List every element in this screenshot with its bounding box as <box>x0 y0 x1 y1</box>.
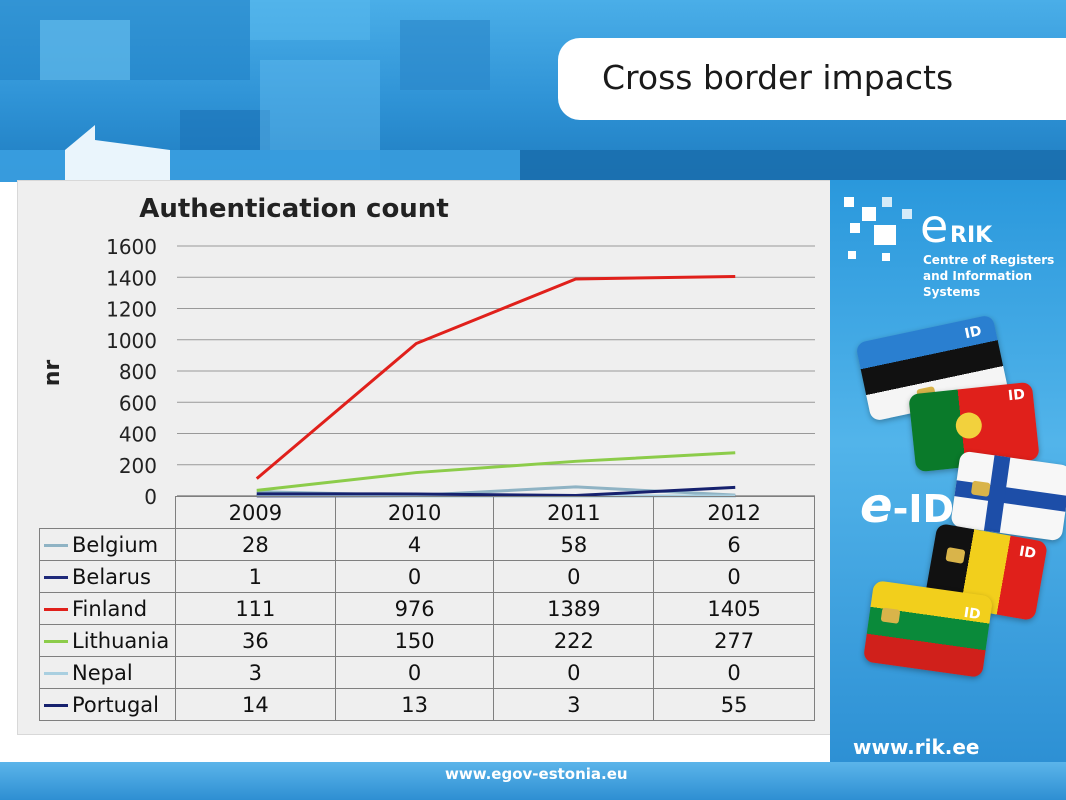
y-axis-label: nr <box>40 360 65 387</box>
table-row: Nepal 3 0 0 0 <box>39 656 815 689</box>
y-tick-label: 1000 <box>106 329 157 353</box>
card-chip-icon <box>880 607 901 624</box>
series-name: Nepal <box>72 660 133 685</box>
x-category-label: 2012 <box>653 496 815 529</box>
logo-e: e <box>920 199 949 253</box>
house-shape <box>65 125 170 182</box>
table-row: Lithuania 36 150 222 277 <box>39 624 815 657</box>
footer-url-link[interactable]: www.egov-estonia.eu <box>445 765 628 783</box>
data-value: 1389 <box>493 592 655 625</box>
card-id-label: ID <box>1017 543 1038 563</box>
card-chip-icon <box>945 546 966 564</box>
card-chip-icon <box>970 480 991 497</box>
decor-square <box>260 60 380 150</box>
eid-e: e <box>860 478 893 534</box>
y-tick-label: 0 <box>144 485 157 509</box>
data-value: 3 <box>493 688 655 721</box>
decor-square <box>250 0 370 40</box>
data-value: 13 <box>334 688 495 721</box>
coat-of-arms-icon <box>954 411 984 440</box>
x-category-label: 2009 <box>174 496 336 529</box>
data-value: 14 <box>174 688 336 721</box>
table-row: Portugal 14 13 3 55 <box>39 688 815 721</box>
y-tick-labels: 0 200 400 600 800 1000 1200 1400 1600 <box>106 235 157 509</box>
legend-swatch <box>44 640 68 643</box>
series-line-portugal <box>256 485 736 498</box>
data-value: 277 <box>653 624 815 657</box>
y-tick-label: 1200 <box>106 298 157 322</box>
legend-swatch <box>44 544 68 547</box>
table-row: Belarus 1 0 0 0 <box>39 560 815 593</box>
series-name: Portugal <box>72 692 159 717</box>
data-value: 58 <box>493 528 655 561</box>
card-id-label: ID <box>963 323 984 343</box>
legend-entry: Nepal <box>39 656 176 689</box>
legend-entry: Portugal <box>39 688 176 721</box>
lithuania-card-image: ID <box>862 580 994 678</box>
y-tick-label: 1400 <box>106 266 157 290</box>
decor-square <box>400 20 490 90</box>
legend-swatch <box>44 672 68 675</box>
data-value: 976 <box>334 592 495 625</box>
series-name: Belarus <box>72 564 151 589</box>
table-row: Finland 111 976 1389 1405 <box>39 592 815 625</box>
series-lines <box>255 274 736 498</box>
y-tick-label: 1600 <box>106 235 157 259</box>
legend-entry: Belarus <box>39 560 176 593</box>
data-value: 150 <box>334 624 495 657</box>
series-name: Lithuania <box>72 628 170 653</box>
y-tick-label: 600 <box>119 391 157 415</box>
data-value: 0 <box>493 560 655 593</box>
data-value: 3 <box>174 656 336 689</box>
data-value: 0 <box>334 560 495 593</box>
logo-rik: RIK <box>950 223 993 248</box>
card-id-label: ID <box>1007 386 1026 405</box>
data-value: 55 <box>653 688 815 721</box>
legend-swatch <box>44 576 68 579</box>
eid-label: -ID <box>892 487 955 531</box>
slide-title: Cross border impacts <box>602 58 954 97</box>
erik-logo-icon <box>844 197 912 261</box>
legend-entry: Belgium <box>39 528 176 561</box>
card-id-label: ID <box>962 604 982 624</box>
chart-title: Authentication count <box>139 194 449 224</box>
data-value: 1 <box>174 560 336 593</box>
title-box <box>558 38 1066 120</box>
legend-swatch <box>44 608 68 611</box>
data-value: 0 <box>493 656 655 689</box>
data-value: 28 <box>174 528 336 561</box>
y-tick-label: 800 <box>119 360 157 384</box>
y-tick-label: 200 <box>119 454 157 478</box>
data-table: 2009 2010 2011 2012 Belgium 28 4 58 6 Belarus 1 0 0 0… <box>39 496 815 721</box>
legend-swatch <box>44 704 68 707</box>
data-value: 1405 <box>653 592 815 625</box>
table-corner <box>40 497 176 529</box>
decor-square <box>40 20 130 80</box>
data-value: 0 <box>653 560 815 593</box>
line-chart: Authentication count nr 0 200 400 600 800 100… <box>40 194 815 509</box>
data-value: 222 <box>493 624 655 657</box>
legend-entry: Finland <box>39 592 176 625</box>
data-value: 4 <box>334 528 495 561</box>
eid-logo: e-ID <box>860 478 954 534</box>
table-header-row: 2009 2010 2011 2012 <box>40 496 815 529</box>
data-value: 0 <box>653 656 815 689</box>
data-value: 36 <box>174 624 336 657</box>
y-tick-label: 400 <box>119 423 157 447</box>
series-line-finland <box>255 274 736 480</box>
org-name: Centre of Registers and Information Syst… <box>923 253 1055 299</box>
legend-entry: Lithuania <box>39 624 176 657</box>
footer-strip <box>0 762 1066 800</box>
series-name: Belgium <box>72 532 159 557</box>
data-value: 6 <box>653 528 815 561</box>
data-value: 0 <box>334 656 495 689</box>
data-value: 111 <box>174 592 336 625</box>
series-line-lithuania <box>256 451 736 492</box>
series-name: Finland <box>72 596 148 621</box>
table-row: Belgium 28 4 58 6 <box>39 528 815 561</box>
x-category-label: 2011 <box>493 496 655 529</box>
x-category-label: 2010 <box>334 496 495 529</box>
rik-url-link[interactable]: www.rik.ee <box>853 735 980 759</box>
gridlines <box>177 245 815 497</box>
